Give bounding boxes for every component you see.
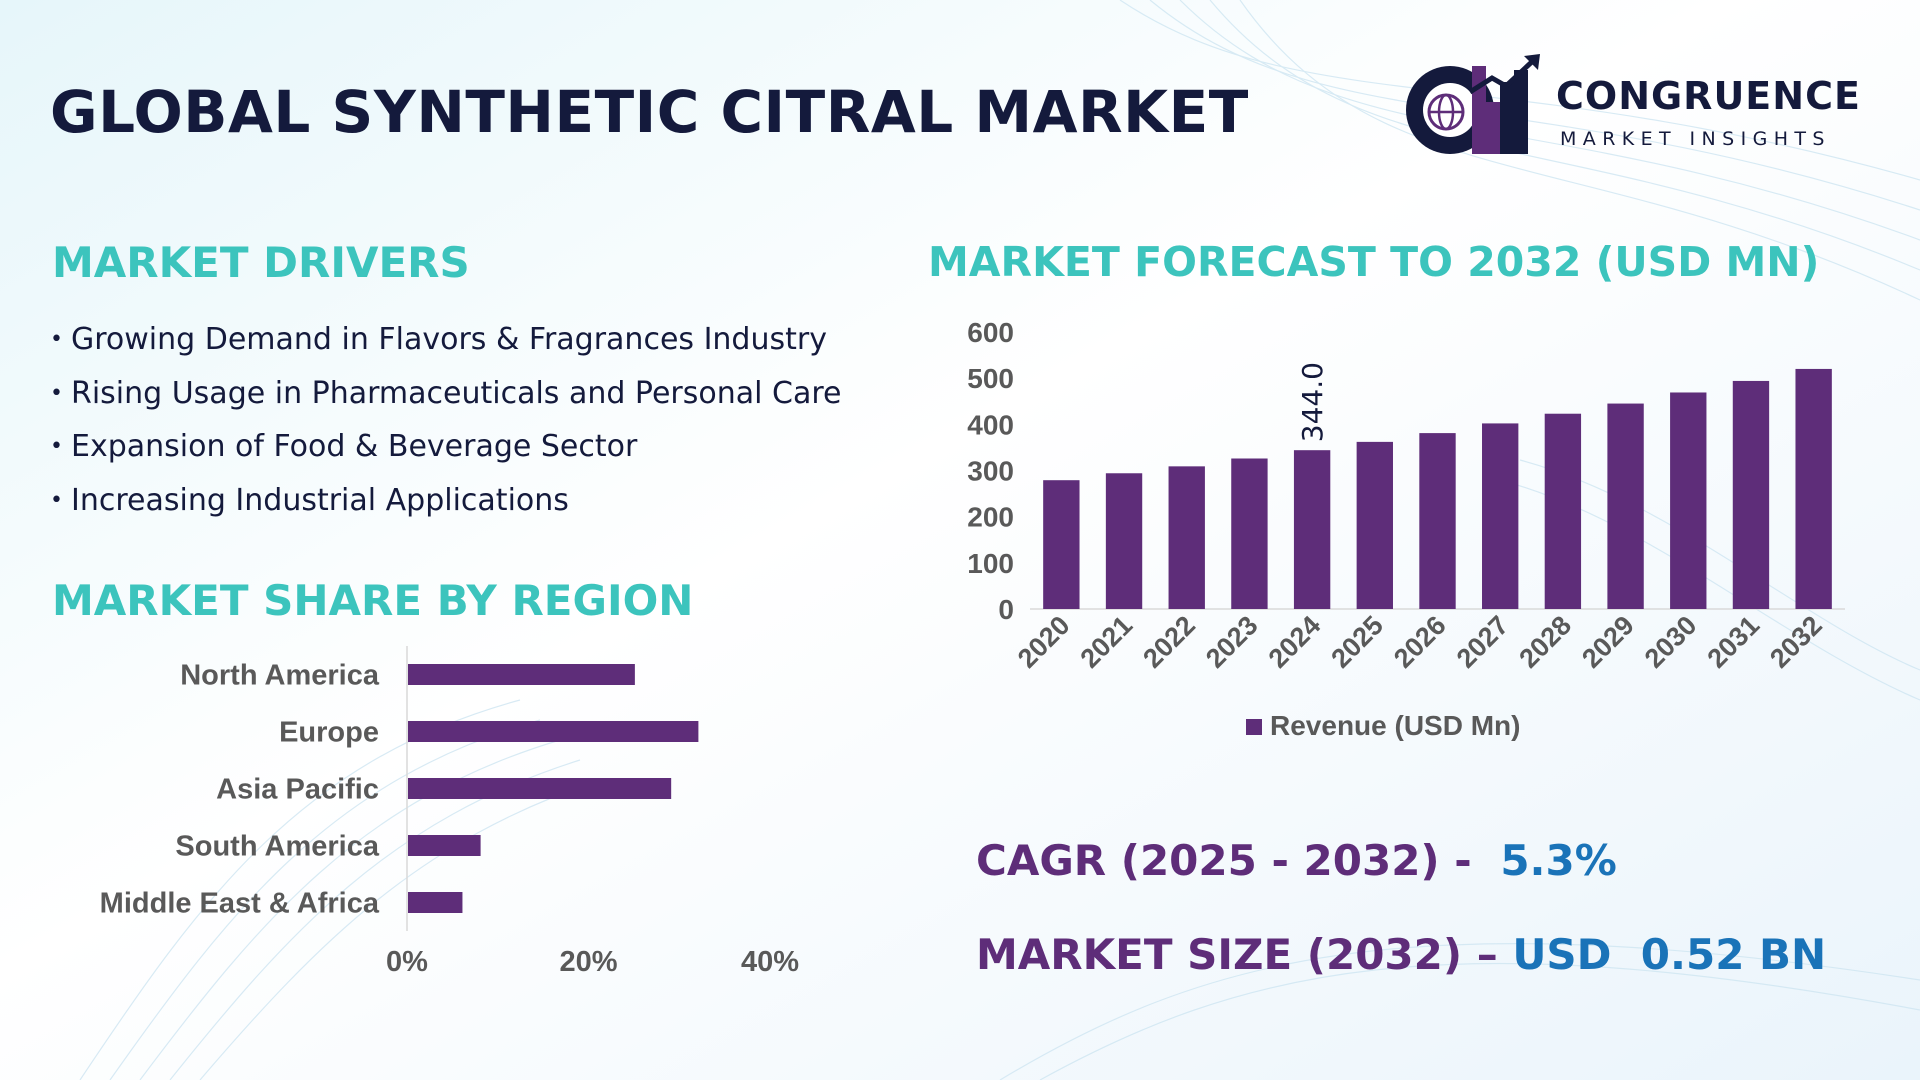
- cagr-value: 5.3%: [1500, 836, 1617, 885]
- list-item: • Expansion of Food & Beverage Sector: [50, 429, 638, 464]
- forecast-x-tick-label: 2031: [1702, 610, 1766, 674]
- forecast-bar: [1732, 380, 1770, 609]
- drivers-list: • Growing Demand in Flavors & Fragrances …: [50, 322, 841, 536]
- forecast-x-tick-label: 2021: [1075, 610, 1139, 674]
- region-bar: [408, 721, 699, 742]
- forecast-data-label: 344.0: [1296, 362, 1329, 442]
- forecast-bar: [1231, 458, 1268, 609]
- market-size-label: MARKET SIZE (2032) –: [976, 930, 1498, 979]
- forecast-y-tick-label: 500: [967, 363, 1014, 394]
- forecast-x-tick-label: 2022: [1137, 610, 1201, 674]
- forecast-bar: [1419, 433, 1456, 609]
- region-share-chart: North America Europe Asia Pacific South Ame…: [100, 646, 799, 978]
- region-bar: [408, 835, 481, 856]
- region-category-label: Europe: [279, 717, 379, 749]
- logo-name: CONGRUENCE: [1556, 74, 1861, 118]
- list-item: • Growing Demand in Flavors & Fragrances …: [50, 322, 827, 357]
- forecast-x-tick-label: 2030: [1639, 610, 1703, 674]
- region-category-label: Middle East & Africa: [100, 888, 380, 920]
- forecast-bar: [1670, 392, 1707, 609]
- forecast-y-tick-label: 100: [967, 548, 1014, 579]
- forecast-y-tick-label: 0: [998, 594, 1014, 625]
- forecast-x-tick-label: 2026: [1388, 610, 1452, 674]
- region-x-tick-label: 20%: [559, 946, 617, 978]
- market-size-stat: MARKET SIZE (2032) – USD 0.52 BN: [976, 930, 1826, 979]
- forecast-x-tick-label: 2027: [1451, 610, 1515, 674]
- logo-mark-icon: [1406, 54, 1540, 154]
- region-x-tick-label: 40%: [741, 946, 799, 978]
- brand-logo: CONGRUENCE MARKET INSIGHTS: [1400, 52, 1880, 162]
- forecast-x-tick-label: 2028: [1513, 610, 1577, 674]
- forecast-bar: [1043, 480, 1080, 609]
- forecast-x-tick-label: 2032: [1764, 610, 1828, 674]
- page-title: GLOBAL SYNTHETIC CITRAL MARKET: [50, 78, 1249, 146]
- forecast-x-tick-label: 2023: [1200, 610, 1264, 674]
- forecast-x-tick-label: 2029: [1576, 610, 1640, 674]
- forecast-bar: [1607, 403, 1644, 609]
- forecast-x-tick-label: 2025: [1325, 610, 1389, 674]
- region-category-label: South America: [175, 831, 379, 863]
- forecast-bar: [1795, 368, 1832, 609]
- market-size-value: USD 0.52 BN: [1512, 930, 1827, 979]
- forecast-bar: [1482, 423, 1519, 609]
- cagr-stat: CAGR (2025 - 2032) - 5.3%: [976, 836, 1617, 885]
- region-title: MARKET SHARE BY REGION: [52, 576, 694, 625]
- forecast-bar: [1168, 466, 1205, 609]
- region-bar: [408, 892, 463, 913]
- logo-tagline: MARKET INSIGHTS: [1560, 128, 1831, 150]
- region-bar: [408, 778, 672, 799]
- forecast-bar: [1544, 413, 1582, 609]
- legend-swatch: [1246, 719, 1262, 735]
- forecast-y-tick-label: 300: [967, 456, 1014, 487]
- forecast-y-tick-label: 400: [967, 409, 1014, 440]
- forecast-y-tick-label: 200: [967, 502, 1014, 533]
- list-item: • Rising Usage in Pharmaceuticals and Per…: [50, 375, 842, 411]
- forecast-x-tick-label: 2024: [1263, 610, 1327, 674]
- forecast-bar: [1293, 450, 1331, 609]
- drivers-title: MARKET DRIVERS: [52, 238, 470, 287]
- forecast-title: MARKET FORECAST TO 2032 (USD MN): [928, 238, 1820, 286]
- legend-label: Revenue (USD Mn): [1270, 710, 1520, 741]
- region-x-tick-label: 0%: [386, 946, 428, 978]
- list-item: • Increasing Industrial Applications: [50, 482, 569, 518]
- forecast-x-tick-label: 2020: [1012, 610, 1076, 674]
- region-category-label: North America: [180, 660, 380, 692]
- cagr-label: CAGR (2025 - 2032) -: [976, 836, 1472, 885]
- region-bar: [408, 664, 635, 685]
- forecast-y-tick-label: 600: [967, 317, 1014, 348]
- forecast-bar: [1356, 441, 1393, 609]
- region-category-label: Asia Pacific: [216, 774, 379, 806]
- forecast-chart: 0100200300400500600202020212022202320242…: [967, 317, 1845, 741]
- forecast-bar: [1105, 473, 1143, 609]
